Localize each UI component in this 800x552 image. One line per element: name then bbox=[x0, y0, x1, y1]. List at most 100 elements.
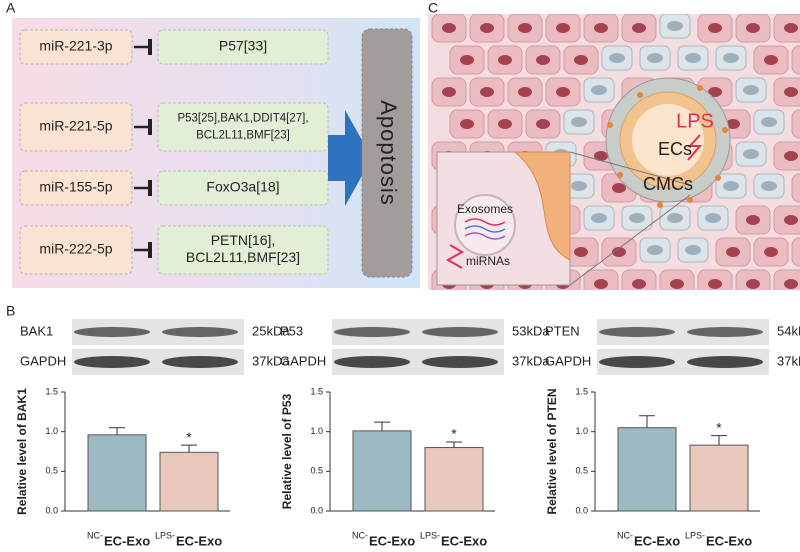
nucleus bbox=[743, 149, 759, 159]
blot-label: BAK1 bbox=[20, 323, 53, 338]
nucleus bbox=[632, 23, 646, 33]
nucleus bbox=[761, 181, 777, 191]
bar bbox=[87, 434, 147, 512]
nucleus bbox=[723, 53, 739, 63]
nucleus bbox=[632, 279, 646, 289]
blot-band bbox=[422, 327, 498, 337]
error-bar bbox=[374, 421, 390, 431]
blot-label: GAPDH bbox=[280, 353, 326, 368]
category-prefix: LPS- bbox=[685, 530, 705, 540]
target-box bbox=[157, 102, 329, 152]
nucleus bbox=[556, 87, 570, 97]
blot-band bbox=[334, 327, 410, 337]
nucleus bbox=[594, 279, 608, 289]
y-tick-label: 0.0 bbox=[575, 505, 588, 515]
panel-label: C bbox=[428, 0, 438, 16]
ecs-label: ECs bbox=[658, 139, 692, 159]
blot-band bbox=[334, 356, 410, 368]
nucleus bbox=[761, 117, 777, 127]
bar bbox=[617, 427, 677, 512]
mirna-box bbox=[19, 102, 133, 152]
exosome-dot bbox=[697, 85, 703, 91]
target-label: BCL2L11,BMF[23] bbox=[186, 249, 300, 265]
exosome-dot bbox=[687, 197, 693, 203]
cardiomyocyte bbox=[791, 109, 800, 139]
panel-label: B bbox=[6, 303, 15, 319]
category-prefix: NC- bbox=[87, 530, 103, 540]
blot-band bbox=[599, 327, 675, 337]
nucleus bbox=[647, 53, 663, 63]
nucleus bbox=[784, 279, 798, 289]
nucleus bbox=[708, 279, 722, 289]
y-tick-label: 1.5 bbox=[575, 386, 588, 396]
y-tick-label: 0.5 bbox=[45, 466, 58, 476]
nucleus bbox=[612, 183, 626, 193]
cardiomyocyte bbox=[791, 173, 800, 203]
mirna-strand bbox=[464, 232, 506, 240]
cmcs-label: CMCs bbox=[643, 174, 693, 194]
category-label: EC-Exo bbox=[369, 533, 415, 548]
mirna-box bbox=[19, 170, 133, 206]
zoom-line bbox=[569, 194, 691, 286]
nucleus bbox=[670, 279, 684, 289]
blot-kda: 37kDa bbox=[252, 353, 290, 368]
category-label: EC-Exo bbox=[176, 533, 222, 548]
mirna-strand bbox=[464, 225, 506, 233]
blot-label: GAPDH bbox=[545, 353, 591, 368]
error-bar bbox=[446, 441, 462, 448]
exosome-dot bbox=[715, 175, 721, 181]
bar bbox=[689, 444, 749, 512]
category-prefix: NC- bbox=[617, 530, 633, 540]
nucleus bbox=[442, 23, 456, 33]
blot-kda: 37kDa bbox=[512, 353, 550, 368]
nucleus bbox=[746, 23, 760, 33]
category-label: EC-Exo bbox=[634, 533, 680, 548]
nucleus bbox=[726, 247, 740, 257]
bar bbox=[159, 451, 219, 512]
blot-band bbox=[687, 356, 763, 368]
exosome-dot bbox=[607, 122, 613, 128]
blot-band bbox=[599, 356, 675, 368]
target-label: BCL2L11,BMF[23] bbox=[196, 130, 290, 142]
blot-band bbox=[162, 327, 238, 337]
nucleus bbox=[571, 181, 587, 191]
nucleus bbox=[498, 119, 512, 129]
category-label: EC-Exo bbox=[104, 533, 150, 548]
bar bbox=[424, 447, 484, 512]
bar bbox=[352, 430, 412, 512]
nucleus bbox=[667, 213, 683, 223]
nucleus bbox=[442, 87, 456, 97]
nucleus bbox=[556, 23, 570, 33]
significance: * bbox=[716, 419, 722, 435]
mirna-label: miR-222-5p bbox=[39, 241, 112, 257]
inset-cell bbox=[513, 151, 571, 261]
nucleus bbox=[518, 23, 532, 33]
nucleus bbox=[612, 247, 626, 257]
y-tick-label: 0.5 bbox=[575, 466, 588, 476]
y-tick-label: 1.5 bbox=[310, 386, 323, 396]
blot-band bbox=[687, 327, 763, 337]
exosome bbox=[454, 194, 516, 256]
nucleus bbox=[594, 151, 608, 161]
nucleus bbox=[784, 87, 798, 97]
mirna-label: miR-221-3p bbox=[39, 38, 112, 54]
exosome-dot bbox=[637, 92, 643, 98]
lps-label: LPS bbox=[676, 110, 714, 132]
y-axis-label: Relative level of BAK1 bbox=[15, 388, 29, 515]
nucleus bbox=[705, 213, 721, 223]
target-label: PETN[16], bbox=[211, 232, 276, 248]
nucleus bbox=[574, 247, 588, 257]
blot-label: GAPDH bbox=[20, 353, 66, 368]
exosome-dot bbox=[722, 127, 728, 133]
exosome-dot bbox=[657, 202, 663, 208]
blot-kda: 53kDa bbox=[512, 323, 550, 338]
mirna-label: miR-155-5p bbox=[39, 179, 112, 195]
mirna-strand bbox=[464, 218, 506, 226]
nucleus bbox=[574, 55, 588, 65]
nucleus bbox=[480, 23, 494, 33]
nucleus bbox=[591, 85, 607, 95]
category-prefix: LPS- bbox=[155, 530, 175, 540]
significance: * bbox=[451, 426, 457, 442]
y-tick-label: 0.0 bbox=[45, 505, 58, 515]
lps-bolt bbox=[687, 134, 703, 161]
